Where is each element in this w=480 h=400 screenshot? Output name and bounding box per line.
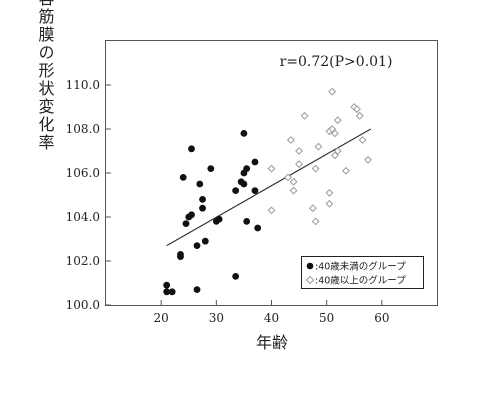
data-point-under-40 bbox=[243, 218, 251, 225]
data-point-under-40 bbox=[232, 187, 240, 195]
data-point-under-40 bbox=[188, 145, 195, 153]
y-tick-label: 106.0 bbox=[66, 166, 100, 180]
legend-marker-under-40 bbox=[306, 262, 314, 270]
data-point-under-40 bbox=[215, 215, 223, 223]
data-point-over-40 bbox=[331, 129, 339, 138]
data-point-under-40 bbox=[163, 288, 171, 296]
data-point-over-40 bbox=[328, 125, 337, 133]
legend: :40歳未満のグループ :40歳以上のグループ bbox=[301, 256, 424, 289]
data-point-over-40 bbox=[289, 186, 298, 195]
data-point-under-40 bbox=[251, 187, 259, 195]
data-point-over-40 bbox=[314, 142, 323, 151]
x-tick-label: 20 bbox=[154, 311, 169, 325]
legend-marker-over-40 bbox=[305, 275, 315, 285]
data-point-over-40 bbox=[353, 105, 361, 114]
y-tick-label: 102.0 bbox=[66, 254, 100, 268]
data-point-over-40 bbox=[333, 147, 342, 155]
x-tick-label: 30 bbox=[209, 311, 224, 325]
y-tick-label: 110.0 bbox=[66, 78, 100, 92]
data-point-over-40 bbox=[325, 188, 334, 197]
data-point-under-40 bbox=[254, 224, 262, 232]
data-point-over-40 bbox=[331, 151, 339, 160]
y-tick-label: 104.0 bbox=[66, 210, 100, 224]
data-point-under-40 bbox=[188, 211, 195, 219]
y-tick-label: 100.0 bbox=[66, 298, 100, 312]
data-point-over-40 bbox=[333, 116, 342, 125]
data-point-over-40 bbox=[267, 164, 276, 173]
data-point-over-40 bbox=[286, 136, 295, 144]
data-point-under-40 bbox=[240, 180, 248, 188]
data-points bbox=[163, 87, 372, 296]
data-point-over-40 bbox=[364, 155, 372, 164]
data-point-over-40 bbox=[300, 111, 309, 120]
legend-box bbox=[301, 256, 424, 289]
data-point-under-40 bbox=[193, 242, 201, 250]
data-point-under-40 bbox=[163, 281, 171, 289]
y-axis-ticks: 100.0 102.0 104.0 106.0 108.0 110.0 bbox=[66, 78, 111, 312]
data-point-under-40 bbox=[199, 204, 206, 212]
data-point-under-40 bbox=[201, 237, 209, 245]
data-point-over-40 bbox=[284, 173, 292, 182]
data-point-over-40 bbox=[342, 166, 350, 175]
legend-label-over-40: :40歳以上のグループ bbox=[315, 275, 406, 287]
data-point-over-40 bbox=[267, 206, 276, 215]
data-point-under-40 bbox=[251, 158, 259, 166]
data-point-under-40 bbox=[199, 196, 206, 203]
data-point-under-40 bbox=[243, 165, 251, 173]
x-axis-title: 年齢 bbox=[256, 333, 288, 352]
data-point-under-40 bbox=[240, 130, 248, 137]
data-point-over-40 bbox=[308, 204, 317, 213]
data-point-under-40 bbox=[177, 251, 184, 258]
correlation-annotation: r=0.72(P>0.01) bbox=[280, 54, 393, 70]
y-axis-title: 美容筋膜の形状変化率 bbox=[36, 0, 55, 152]
data-point-over-40 bbox=[355, 111, 364, 120]
data-point-under-40 bbox=[196, 180, 204, 188]
data-point-over-40 bbox=[289, 177, 298, 186]
data-point-over-40 bbox=[311, 217, 320, 226]
x-tick-label: 50 bbox=[319, 311, 334, 325]
data-point-under-40 bbox=[168, 288, 176, 296]
data-point-under-40 bbox=[179, 174, 187, 181]
data-point-over-40 bbox=[311, 164, 320, 173]
data-point-under-40 bbox=[232, 273, 240, 280]
y-tick-label: 108.0 bbox=[66, 122, 100, 136]
x-tick-label: 60 bbox=[374, 311, 389, 325]
data-point-over-40 bbox=[358, 136, 367, 144]
legend-label-under-40: :40歳未満のグループ bbox=[315, 261, 406, 273]
data-point-under-40 bbox=[193, 286, 201, 293]
data-point-over-40 bbox=[325, 199, 334, 208]
data-point-over-40 bbox=[295, 147, 303, 155]
x-axis-ticks: 20 30 40 50 60 bbox=[154, 300, 389, 325]
data-point-under-40 bbox=[207, 165, 215, 173]
data-point-over-40 bbox=[328, 87, 337, 96]
data-point-over-40 bbox=[295, 160, 303, 169]
data-point-under-40 bbox=[182, 220, 190, 228]
x-tick-label: 40 bbox=[264, 311, 279, 325]
